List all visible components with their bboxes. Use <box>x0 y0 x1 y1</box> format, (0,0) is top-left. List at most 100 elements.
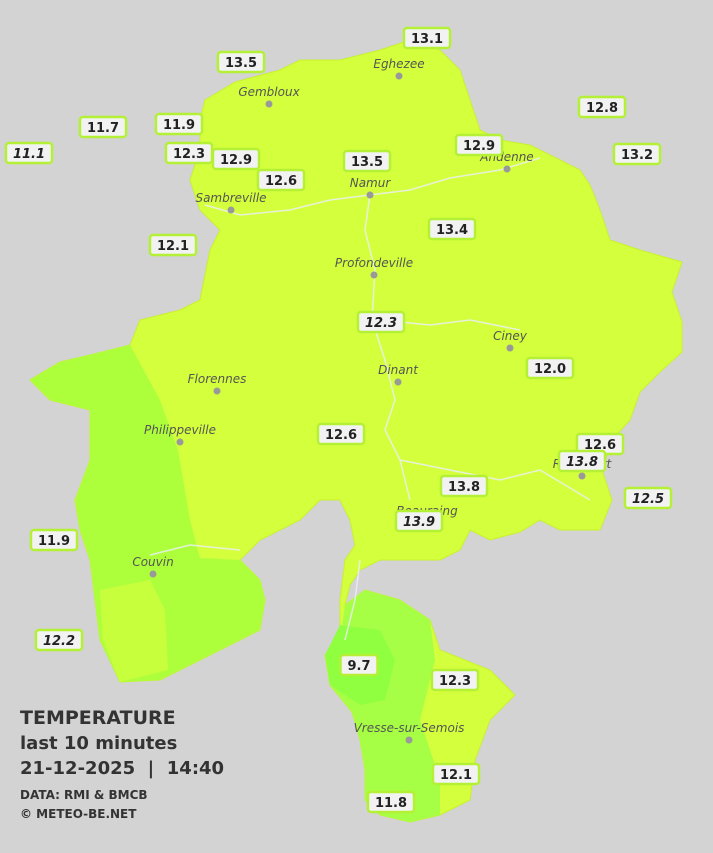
city-dot <box>149 570 157 578</box>
station-box <box>431 762 481 786</box>
station-value: 12.1 <box>157 239 189 254</box>
station: 13.9 <box>394 509 444 533</box>
station: 13.8 <box>439 474 489 498</box>
station: 12.5 <box>623 486 673 510</box>
station-value: 11.7 <box>87 121 119 136</box>
station: 11.9 <box>154 112 204 136</box>
station-value: 12.0 <box>534 362 566 377</box>
city-name: Vresse-sur-Semois <box>354 721 465 735</box>
station-box <box>29 528 79 552</box>
station-box <box>342 149 392 173</box>
station: 12.6 <box>575 432 625 456</box>
city-name: Philippeville <box>144 423 216 437</box>
city-name: Ciney <box>493 329 528 343</box>
station: 12.2 <box>34 628 84 652</box>
city-dot <box>213 387 221 395</box>
station: 12.8 <box>577 95 627 119</box>
city-name: Eghezee <box>373 57 424 71</box>
station-box <box>454 133 504 157</box>
city-name: Florennes <box>188 372 247 386</box>
station-box <box>525 356 575 380</box>
station-box <box>356 310 406 334</box>
legend-period: last 10 minutes <box>20 733 177 754</box>
city-dot <box>176 438 184 446</box>
city-name: Profondeville <box>335 256 413 270</box>
station: 13.5 <box>342 149 392 173</box>
station: 11.1 <box>4 141 54 165</box>
couvin-zone <box>100 580 168 682</box>
station-box <box>34 628 84 652</box>
legend-title: TEMPERATURE <box>20 707 176 729</box>
station-value: 13.5 <box>225 56 257 71</box>
station: 11.7 <box>78 115 128 139</box>
station-value: 13.8 <box>448 480 480 495</box>
station-value: 12.6 <box>265 174 297 189</box>
station: 13.1 <box>402 26 452 50</box>
station-box <box>78 115 128 139</box>
station: 12.3 <box>356 310 406 334</box>
west-zone <box>30 345 265 682</box>
city-name: Namur <box>350 176 392 190</box>
station: 12.6 <box>316 422 366 446</box>
station-value: 12.8 <box>586 101 618 116</box>
station-value: 12.3 <box>173 147 205 162</box>
station-box <box>211 147 261 171</box>
station-value: 12.9 <box>463 139 495 154</box>
station-value: 12.3 <box>439 674 471 689</box>
city-dot <box>506 344 514 352</box>
city-name: Dinant <box>378 363 419 377</box>
station: 12.9 <box>454 133 504 157</box>
station-box <box>216 50 266 74</box>
city-name: Gembloux <box>238 85 300 99</box>
station-box <box>577 95 627 119</box>
station-value: 12.1 <box>440 768 472 783</box>
station: 9.7 <box>339 653 379 677</box>
station-value: 11.9 <box>38 534 70 549</box>
station: 12.6 <box>256 168 306 192</box>
station: 12.0 <box>525 356 575 380</box>
legend-timestamp: 21-12-2025 | 14:40 <box>20 758 224 779</box>
station-value: 13.9 <box>403 515 435 530</box>
station-box <box>4 141 54 165</box>
station-box <box>316 422 366 446</box>
station-box <box>154 112 204 136</box>
station: 12.1 <box>431 762 481 786</box>
station: 12.3 <box>164 141 214 165</box>
station-value: 12.5 <box>632 492 664 507</box>
station: 13.2 <box>612 142 662 166</box>
station-value: 13.1 <box>411 32 443 47</box>
city-dot <box>394 378 402 386</box>
station: 12.3 <box>430 668 480 692</box>
station-value: 13.2 <box>621 148 653 163</box>
station-value: 11.9 <box>163 118 195 133</box>
city-dot <box>227 206 235 214</box>
city-dot <box>578 472 586 480</box>
station-box <box>339 653 379 677</box>
station: 12.1 <box>148 233 198 257</box>
station-box <box>366 790 416 814</box>
station-value: 12.9 <box>220 153 252 168</box>
station-box <box>623 486 673 510</box>
station: 13.8 <box>557 449 607 473</box>
city-name: Couvin <box>132 555 173 569</box>
station-value: 11.1 <box>13 147 45 162</box>
city-dot <box>405 736 413 744</box>
city-dot <box>370 271 378 279</box>
station-box <box>439 474 489 498</box>
station-value: 13.8 <box>566 455 598 470</box>
station: 13.5 <box>216 50 266 74</box>
city-name: Sambreville <box>195 191 266 205</box>
station: 13.4 <box>427 217 477 241</box>
station: 11.8 <box>366 790 416 814</box>
city-dot <box>366 191 374 199</box>
station-value: 12.3 <box>365 316 397 331</box>
city-dot <box>395 72 403 80</box>
city-dot <box>265 100 273 108</box>
station: 12.9 <box>211 147 261 171</box>
station-value: 13.4 <box>436 223 468 238</box>
legend-copyright: © METEO-BE.NET <box>20 807 137 821</box>
station-value: 12.6 <box>584 438 616 453</box>
station-box <box>394 509 444 533</box>
